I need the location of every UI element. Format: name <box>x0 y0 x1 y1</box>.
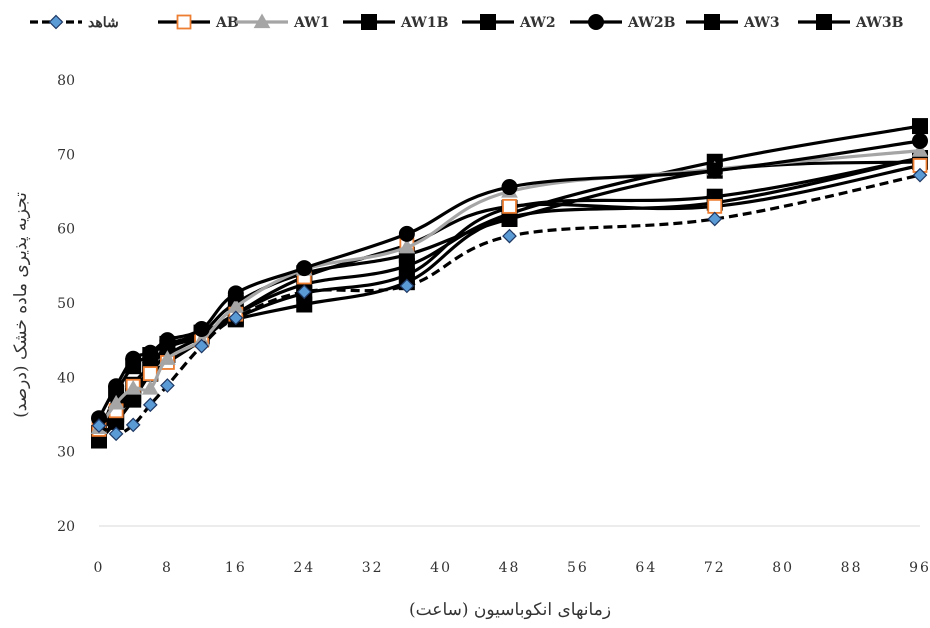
series-aw3b <box>91 153 928 445</box>
data-point <box>194 338 209 354</box>
y-tick-label: 60 <box>57 222 75 238</box>
legend-marker <box>253 13 271 29</box>
y-tick-label: 80 <box>57 73 75 89</box>
data-point <box>707 198 723 214</box>
data-point <box>398 238 416 254</box>
legend-label: AW3B <box>855 15 904 31</box>
x-axis-title: زمانهای انکوباسیون (ساعت) <box>409 600 611 620</box>
legend-item: شاهد <box>30 14 119 31</box>
legend-label: شاهد <box>88 15 119 31</box>
data-point <box>107 394 125 410</box>
legend-marker <box>704 14 720 30</box>
x-tick-label: 0 <box>94 560 105 576</box>
x-tick-label: 8 <box>162 560 173 576</box>
legend-item: AW1 <box>236 13 330 31</box>
data-point <box>227 285 244 302</box>
series-control <box>91 167 928 442</box>
legend-item: AW2B <box>570 14 676 31</box>
legend: شاهد AB AW1 AW1B AW2 AW2B AW3 AW3B <box>30 13 904 31</box>
data-point <box>501 179 518 196</box>
data-point <box>296 284 312 300</box>
data-point <box>398 225 415 242</box>
data-point <box>108 378 125 395</box>
legend-label: AW2 <box>519 15 556 31</box>
data-point <box>912 132 928 149</box>
data-point <box>502 198 517 214</box>
x-tick-label: 24 <box>293 560 315 576</box>
x-tick-label: 56 <box>567 560 589 576</box>
data-point <box>296 260 313 277</box>
y-axis-title: تجزیه پذیری ماده خشک (درصد) <box>11 192 31 418</box>
legend-marker <box>480 14 496 30</box>
series-aw2b <box>91 132 928 427</box>
x-tick-label: 32 <box>362 560 384 576</box>
y-tick-label: 30 <box>57 445 75 461</box>
legend-label: AW1B <box>400 15 449 31</box>
x-axis: 0 8 16 24 32 40 48 56 64 72 80 88 96 <box>94 560 930 576</box>
legend-item: AW2 <box>462 14 556 31</box>
data-point <box>228 310 244 326</box>
data-point <box>125 350 142 367</box>
x-tick-label: 88 <box>841 560 863 576</box>
legend-item: AB <box>158 14 239 31</box>
series-line <box>97 124 921 439</box>
data-point <box>911 142 929 157</box>
legend-marker <box>48 14 64 30</box>
legend-label: AW1 <box>293 15 330 31</box>
data-point <box>125 417 141 433</box>
data-point <box>193 321 210 338</box>
legend-item: AW1B <box>343 14 449 31</box>
legend-marker <box>176 14 192 30</box>
x-tick-label: 40 <box>430 560 452 576</box>
x-tick-label: 48 <box>499 560 521 576</box>
data-point <box>502 228 517 244</box>
y-tick-label: 40 <box>57 370 75 386</box>
y-tick-label: 20 <box>57 519 75 535</box>
data-point <box>159 350 176 365</box>
data-point <box>706 162 723 179</box>
y-tick-label: 70 <box>57 147 75 163</box>
series-aw2 <box>91 118 928 445</box>
data-point <box>141 379 159 395</box>
y-tick-label: 50 <box>57 296 75 312</box>
data-point <box>912 167 928 183</box>
legend-item: AW3B <box>798 14 904 31</box>
legend-marker <box>361 14 377 30</box>
series-layer <box>90 118 929 449</box>
data-point <box>142 397 158 413</box>
legend-item: AW3 <box>686 14 780 31</box>
x-tick-label: 16 <box>225 560 247 576</box>
data-point <box>399 278 415 294</box>
legend-marker <box>588 14 604 30</box>
legend-label: AB <box>215 15 239 31</box>
data-point <box>159 332 176 349</box>
legend-label: AW3 <box>743 15 780 31</box>
y-axis: 20 30 40 50 60 70 80 <box>57 73 75 535</box>
x-tick-label: 64 <box>635 560 657 576</box>
data-point <box>160 378 175 393</box>
x-tick-label: 96 <box>909 560 930 576</box>
data-point <box>91 418 107 433</box>
data-point <box>707 211 723 227</box>
data-point <box>912 118 928 135</box>
legend-marker <box>816 14 832 30</box>
legend-label: AW2B <box>627 15 676 31</box>
data-point <box>124 379 142 395</box>
series-ab <box>91 158 928 437</box>
x-tick-label: 72 <box>704 560 726 576</box>
data-point <box>142 344 159 361</box>
x-tick-label: 80 <box>772 560 794 576</box>
data-point <box>108 426 124 442</box>
series-line <box>98 173 921 436</box>
